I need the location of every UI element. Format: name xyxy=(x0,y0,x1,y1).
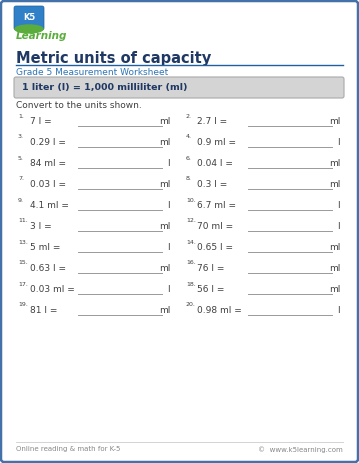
Text: Learning: Learning xyxy=(16,31,67,41)
Text: 2.7 l =: 2.7 l = xyxy=(197,117,227,126)
Text: ml: ml xyxy=(159,264,170,273)
Text: ml: ml xyxy=(328,159,340,168)
Text: 0.9 ml =: 0.9 ml = xyxy=(197,138,236,147)
Text: 0.63 l =: 0.63 l = xyxy=(30,264,66,273)
Text: Grade 5 Measurement Worksheet: Grade 5 Measurement Worksheet xyxy=(16,68,168,77)
Text: 0.29 l =: 0.29 l = xyxy=(30,138,66,147)
FancyBboxPatch shape xyxy=(14,77,344,98)
Text: 1 liter (l) = 1,000 milliliter (ml): 1 liter (l) = 1,000 milliliter (ml) xyxy=(22,83,187,92)
Text: 13.: 13. xyxy=(18,239,28,244)
Text: 0.3 l =: 0.3 l = xyxy=(197,180,227,189)
Text: ml: ml xyxy=(159,180,170,189)
Text: ©  www.k5learning.com: © www.k5learning.com xyxy=(258,446,343,453)
Text: 6.7 ml =: 6.7 ml = xyxy=(197,201,236,210)
Text: 17.: 17. xyxy=(18,282,28,287)
FancyBboxPatch shape xyxy=(14,6,44,30)
Text: 4.: 4. xyxy=(186,134,192,139)
Text: 2.: 2. xyxy=(186,113,192,119)
Text: l: l xyxy=(337,306,340,315)
Text: l: l xyxy=(167,243,170,252)
Text: l: l xyxy=(337,138,340,147)
Text: 9.: 9. xyxy=(18,198,24,202)
Text: 20.: 20. xyxy=(186,302,196,307)
Text: 3 l =: 3 l = xyxy=(30,222,52,231)
Text: 5.: 5. xyxy=(18,156,24,161)
Text: 7.: 7. xyxy=(18,176,24,181)
Text: l: l xyxy=(337,222,340,231)
Text: K5: K5 xyxy=(23,13,35,23)
Text: 14.: 14. xyxy=(186,239,196,244)
Text: 16.: 16. xyxy=(186,261,196,265)
Text: 0.03 ml =: 0.03 ml = xyxy=(30,285,75,294)
Text: Convert to the units shown.: Convert to the units shown. xyxy=(16,101,142,110)
Text: 6.: 6. xyxy=(186,156,192,161)
Text: Metric units of capacity: Metric units of capacity xyxy=(16,51,211,66)
Text: 84 ml =: 84 ml = xyxy=(30,159,66,168)
Text: l: l xyxy=(167,201,170,210)
Text: 0.98 ml =: 0.98 ml = xyxy=(197,306,242,315)
Text: 0.65 l =: 0.65 l = xyxy=(197,243,233,252)
Text: 8.: 8. xyxy=(186,176,192,181)
Ellipse shape xyxy=(15,25,43,33)
Text: 15.: 15. xyxy=(18,261,28,265)
Text: ml: ml xyxy=(328,285,340,294)
Text: ml: ml xyxy=(159,117,170,126)
Text: 19.: 19. xyxy=(18,302,28,307)
Text: 0.03 l =: 0.03 l = xyxy=(30,180,66,189)
Text: 11.: 11. xyxy=(18,219,28,224)
Text: 18.: 18. xyxy=(186,282,196,287)
Text: ml: ml xyxy=(159,222,170,231)
Text: l: l xyxy=(337,201,340,210)
Text: ml: ml xyxy=(328,180,340,189)
Text: 4.1 ml =: 4.1 ml = xyxy=(30,201,69,210)
Text: 70 ml =: 70 ml = xyxy=(197,222,233,231)
Text: ml: ml xyxy=(159,138,170,147)
Text: 81 l =: 81 l = xyxy=(30,306,57,315)
Text: ml: ml xyxy=(159,306,170,315)
Text: l: l xyxy=(167,159,170,168)
Text: 0.04 l =: 0.04 l = xyxy=(197,159,233,168)
Text: ml: ml xyxy=(328,117,340,126)
Text: 12.: 12. xyxy=(186,219,196,224)
Text: 5 ml =: 5 ml = xyxy=(30,243,60,252)
Text: 56 l =: 56 l = xyxy=(197,285,224,294)
Text: 3.: 3. xyxy=(18,134,24,139)
Text: Online reading & math for K-5: Online reading & math for K-5 xyxy=(16,446,120,452)
Text: 76 l =: 76 l = xyxy=(197,264,224,273)
Text: ml: ml xyxy=(328,243,340,252)
Text: 10.: 10. xyxy=(186,198,196,202)
Text: l: l xyxy=(167,285,170,294)
Text: ml: ml xyxy=(328,264,340,273)
Text: 7 l =: 7 l = xyxy=(30,117,52,126)
Text: 1.: 1. xyxy=(18,113,24,119)
